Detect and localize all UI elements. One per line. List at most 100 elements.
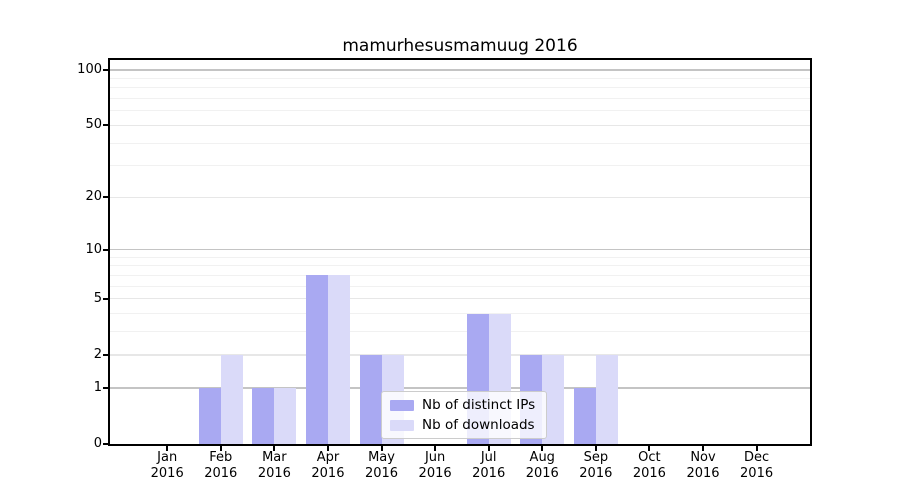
legend: Nb of distinct IPs Nb of downloads: [381, 391, 548, 439]
y-tick-mark-10: [103, 248, 110, 251]
gridline-y-50: [110, 124, 810, 126]
gridline-y-1: [110, 387, 810, 389]
gridline-y-minor-90: [110, 77, 810, 79]
gridline-y-minor-9: [110, 256, 810, 258]
y-tick-label-50: 50: [85, 117, 102, 133]
gridline-y-10: [110, 248, 810, 251]
x-tick-label-nov-2016: Nov 2016: [671, 450, 735, 481]
x-tick-label-may-2016: May 2016: [350, 450, 414, 481]
y-tick-mark-5: [103, 297, 110, 300]
x-tick-label-year-sep-2016: 2016: [579, 465, 613, 481]
legend-label-downloads: Nb of downloads: [422, 417, 535, 433]
gridline-y-minor-4: [110, 313, 810, 315]
x-tick-label-year-jun-2016: 2016: [418, 465, 452, 481]
x-tick-label-month-jun-2016: Jun: [424, 450, 446, 465]
gridline-y-minor-7: [110, 274, 810, 276]
x-tick-mark-apr-2016: [326, 445, 329, 451]
bar-distinct-ips-feb-2016: [198, 387, 221, 444]
x-tick-label-year-nov-2016: 2016: [686, 465, 720, 481]
gridline-y-minor-80: [110, 87, 810, 89]
bar-downloads-aug-2016: [542, 354, 565, 444]
bar-distinct-ips-mar-2016: [252, 387, 275, 444]
chart-title: mamurhesusmamuug 2016: [342, 36, 578, 56]
y-tick-mark-2: [103, 353, 110, 356]
gridline-y-20: [110, 196, 810, 198]
x-tick-label-month-nov-2016: Nov: [690, 450, 716, 465]
x-tick-mark-mar-2016: [273, 445, 276, 451]
legend-label-distinct-ips: Nb of distinct IPs: [422, 397, 536, 413]
x-tick-label-month-aug-2016: Aug: [529, 450, 555, 465]
bar-downloads-apr-2016: [327, 275, 350, 444]
gridline-y-minor-8: [110, 265, 810, 267]
x-tick-label-month-apr-2016: Apr: [316, 450, 340, 465]
bar-distinct-ips-apr-2016: [305, 275, 328, 444]
y-tick-label-1: 1: [93, 379, 102, 395]
x-tick-label-month-dec-2016: Dec: [744, 450, 770, 465]
x-tick-mark-aug-2016: [541, 445, 544, 451]
x-tick-mark-jan-2016: [166, 445, 169, 451]
x-tick-label-year-jul-2016: 2016: [472, 465, 506, 481]
x-tick-label-oct-2016: Oct 2016: [617, 450, 681, 481]
x-tick-label-feb-2016: Feb 2016: [189, 450, 253, 481]
x-tick-label-year-apr-2016: 2016: [311, 465, 345, 481]
bar-downloads-sep-2016: [595, 354, 618, 444]
bar-distinct-ips-sep-2016: [573, 387, 596, 444]
x-tick-label-year-may-2016: 2016: [364, 465, 399, 481]
y-tick-label-2: 2: [93, 346, 102, 362]
x-tick-label-month-may-2016: May: [368, 450, 395, 465]
x-tick-label-aug-2016: Aug 2016: [510, 450, 574, 481]
x-tick-label-mar-2016: Mar 2016: [242, 450, 306, 481]
gridline-y-minor-3: [110, 331, 810, 333]
x-tick-label-apr-2016: Apr 2016: [296, 450, 360, 481]
bar-downloads-feb-2016: [220, 354, 243, 444]
gridline-y-minor-30: [110, 165, 810, 167]
x-tick-label-jul-2016: Jul 2016: [457, 450, 521, 481]
x-tick-label-jun-2016: Jun 2016: [403, 450, 467, 481]
x-tick-label-month-feb-2016: Feb: [209, 450, 233, 465]
y-tick-label-5: 5: [93, 290, 102, 306]
x-tick-mark-sep-2016: [594, 445, 597, 451]
gridline-y-minor-60: [110, 110, 810, 112]
gridline-y-5: [110, 298, 810, 300]
x-tick-mark-oct-2016: [648, 445, 651, 451]
gridline-y-minor-6: [110, 285, 810, 287]
x-tick-mark-jun-2016: [434, 445, 437, 451]
x-tick-label-month-sep-2016: Sep: [583, 450, 609, 465]
gridline-y-2: [110, 354, 810, 356]
gridline-y-100: [110, 69, 810, 71]
y-tick-mark-50: [103, 124, 110, 127]
gridline-y-minor-40: [110, 142, 810, 144]
x-tick-label-year-dec-2016: 2016: [740, 465, 774, 481]
x-tick-mark-dec-2016: [755, 445, 758, 451]
x-tick-label-dec-2016: Dec 2016: [725, 450, 789, 481]
y-tick-mark-0: [103, 443, 110, 445]
x-tick-label-jan-2016: Jan 2016: [135, 450, 199, 481]
x-tick-mark-may-2016: [380, 445, 383, 451]
legend-swatch-distinct-ips: [390, 399, 414, 411]
x-tick-label-year-feb-2016: 2016: [204, 465, 238, 481]
y-tick-label-20: 20: [85, 189, 102, 205]
x-tick-label-month-mar-2016: Mar: [262, 450, 287, 465]
x-tick-label-year-oct-2016: 2016: [632, 465, 666, 481]
y-tick-label-0: 0: [93, 436, 102, 451]
x-tick-label-month-jan-2016: Jan: [157, 450, 178, 465]
x-tick-label-month-jul-2016: Jul: [480, 450, 497, 465]
x-tick-mark-nov-2016: [702, 445, 704, 451]
x-tick-mark-jul-2016: [487, 445, 490, 451]
x-tick-mark-feb-2016: [219, 445, 222, 451]
y-tick-mark-1: [103, 386, 110, 389]
y-tick-label-10: 10: [85, 241, 102, 257]
y-tick-mark-100: [103, 69, 110, 71]
x-tick-label-year-mar-2016: 2016: [257, 465, 291, 481]
bar-downloads-mar-2016: [274, 387, 297, 444]
x-tick-label-year-jan-2016: 2016: [150, 465, 184, 481]
x-tick-label-sep-2016: Sep 2016: [564, 450, 628, 481]
legend-item-downloads: Nb of downloads: [390, 415, 535, 435]
y-tick-mark-20: [103, 196, 110, 199]
legend-swatch-downloads: [390, 419, 414, 431]
legend-item-distinct-ips: Nb of distinct IPs: [390, 395, 535, 415]
bar-distinct-ips-may-2016: [359, 354, 382, 444]
y-tick-label-100: 100: [77, 62, 102, 77]
x-tick-label-month-oct-2016: Oct: [638, 450, 661, 465]
